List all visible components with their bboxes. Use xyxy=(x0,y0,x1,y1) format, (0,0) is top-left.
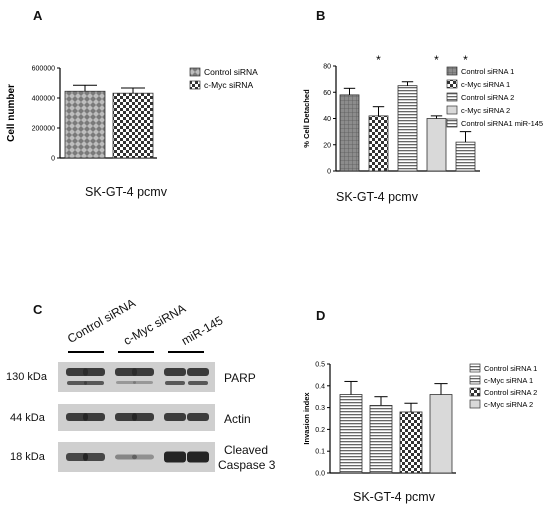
y-tick-label-b: 40 xyxy=(323,116,331,123)
legend-swatch-d xyxy=(469,399,481,409)
band-actin xyxy=(164,413,186,421)
y-tick-label-d: 0.1 xyxy=(315,449,325,456)
band-caspase3 xyxy=(115,454,137,460)
legend-swatch-d xyxy=(469,375,481,385)
band-caspase3 xyxy=(164,451,186,463)
legend-swatch-b xyxy=(446,92,458,102)
y-axis-label-a: Cell number xyxy=(6,84,17,142)
legend-label-b: Control siRNA 2 xyxy=(461,93,514,102)
band-caspase3 xyxy=(83,453,105,461)
panel-letter-a: A xyxy=(33,8,43,23)
band-protein-caspase: Cleaved xyxy=(224,443,269,457)
y-tick-label-d: 0.5 xyxy=(315,362,325,369)
bar-b xyxy=(368,115,389,172)
legend-swatch-d xyxy=(469,387,481,397)
bar-b xyxy=(339,94,360,172)
caption-a: SK-GT-4 pcmv xyxy=(85,185,167,199)
band-caspase3 xyxy=(187,451,209,463)
band-caspase3 xyxy=(66,453,88,461)
legend-swatch-b xyxy=(446,105,458,115)
y-tick-label-a: 400000 xyxy=(32,96,55,103)
band-parp xyxy=(115,368,137,376)
bar-d xyxy=(369,405,393,474)
legend-swatch-b xyxy=(446,66,458,76)
chart-d: 0.0 0.1 0.2 0.3 0.4 0.5 Invasion index Control … xyxy=(302,362,537,478)
band-parp-cleaved xyxy=(116,381,136,384)
blot-strip xyxy=(58,362,215,392)
legend-label-d: Control siRNA 2 xyxy=(484,388,537,397)
band-parp xyxy=(132,368,154,376)
band-actin xyxy=(132,413,154,421)
bar-a xyxy=(112,92,154,159)
y-tick-label-b: 80 xyxy=(323,64,331,71)
band-actin xyxy=(187,413,209,421)
legend-label-b: c-Myc siRNA 2 xyxy=(461,106,510,115)
band-parp-cleaved xyxy=(188,381,208,385)
significance-star: * xyxy=(463,53,468,67)
y-tick-label-b: 60 xyxy=(323,90,331,97)
y-axis-label-d: Invasion index xyxy=(302,392,311,445)
chart-a: 0 200000 400000 600000 Cell number Control si… xyxy=(6,66,258,163)
band-actin xyxy=(115,413,137,421)
band-parp-cleaved xyxy=(133,381,153,384)
band-parp xyxy=(83,368,105,376)
band-caspase3 xyxy=(132,454,154,460)
bar-a xyxy=(64,90,106,159)
band-parp xyxy=(66,368,88,376)
y-tick-label-a: 0 xyxy=(51,156,55,163)
band-parp xyxy=(164,368,186,376)
band-protein-parp: PARP xyxy=(224,371,256,385)
band-size-caspase: 18 kDa xyxy=(10,451,45,463)
legend-label-a: Control siRNA xyxy=(204,67,258,77)
band-actin xyxy=(66,413,88,421)
band-parp-cleaved xyxy=(165,381,185,385)
panel-letter-b: B xyxy=(316,8,326,23)
band-size-parp: 130 kDa xyxy=(6,371,47,383)
bar-d xyxy=(339,394,363,474)
legend-swatch-d xyxy=(469,363,481,373)
legend-swatch-b xyxy=(446,79,458,89)
band-parp-cleaved xyxy=(67,381,87,385)
legend-label-a: c-Myc siRNA xyxy=(204,80,253,90)
legend-swatch-a xyxy=(189,80,201,90)
band-protein-actin: Actin xyxy=(224,412,251,426)
legend-swatch-a xyxy=(189,67,201,77)
bar-b xyxy=(426,118,447,172)
y-tick-label-d: 0.0 xyxy=(315,471,325,478)
legend-label-d: c-Myc siRNA 1 xyxy=(484,376,533,385)
y-tick-label-b: 20 xyxy=(323,142,331,149)
y-axis-label-b: % Cell Detached xyxy=(302,89,311,148)
band-actin xyxy=(83,413,105,421)
legend-label-b: c-Myc siRNA 1 xyxy=(461,80,510,89)
caption-b: SK-GT-4 pcmv xyxy=(336,190,418,204)
legend-label-d: Control siRNA 1 xyxy=(484,364,537,373)
western-blot xyxy=(58,351,215,472)
bar-b xyxy=(455,141,476,172)
band-parp-cleaved xyxy=(84,381,104,385)
panel-letter-d: D xyxy=(316,308,326,323)
panel-letter-c: C xyxy=(33,302,43,317)
legend-label-d: c-Myc siRNA 2 xyxy=(484,400,533,409)
bar-d xyxy=(399,411,423,474)
y-tick-label-d: 0.4 xyxy=(315,383,325,390)
bar-b xyxy=(397,85,418,172)
legend-label-b: Control siRNA1 miR-145 xyxy=(461,119,543,128)
y-tick-label-d: 0.2 xyxy=(315,427,325,434)
band-parp xyxy=(187,368,209,376)
caption-d: SK-GT-4 pcmv xyxy=(353,490,435,504)
bar-d xyxy=(429,394,453,474)
y-tick-label-d: 0.3 xyxy=(315,405,325,412)
y-tick-label-a: 600000 xyxy=(32,66,55,73)
y-tick-label-b: 0 xyxy=(327,169,331,176)
band-size-actin: 44 kDa xyxy=(10,412,45,424)
legend-label-b: Control siRNA 1 xyxy=(461,67,514,76)
significance-star: * xyxy=(434,53,439,67)
legend-swatch-b xyxy=(446,118,458,128)
y-tick-label-a: 200000 xyxy=(32,126,55,133)
significance-star: * xyxy=(376,53,381,67)
band-protein-caspase-2: Caspase 3 xyxy=(218,458,276,472)
